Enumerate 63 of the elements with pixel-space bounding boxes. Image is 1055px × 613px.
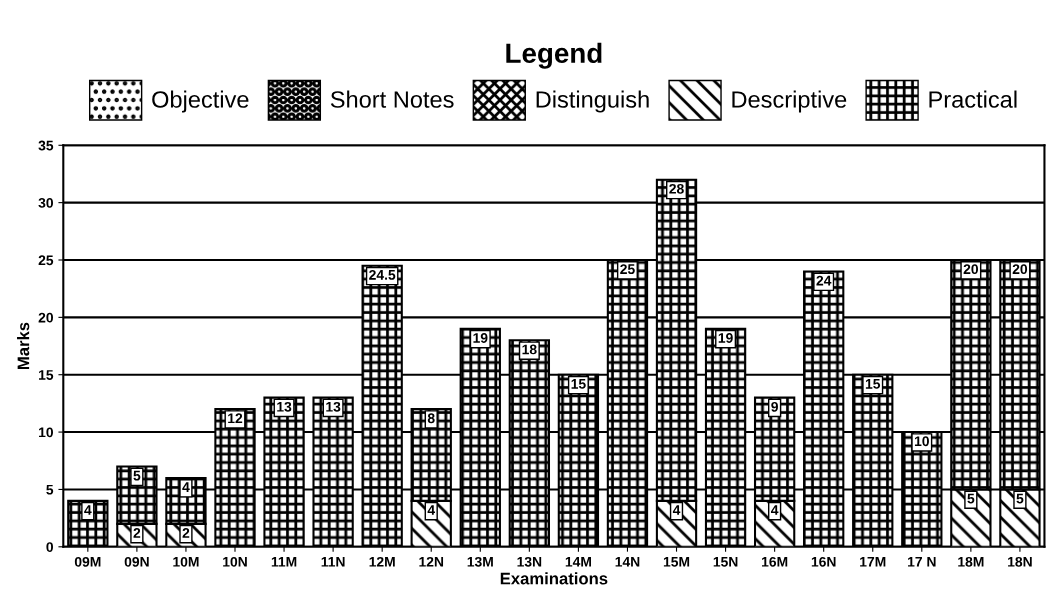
x-tick-label: 17M xyxy=(860,557,886,567)
legend-title: Legend xyxy=(506,42,602,69)
y-tick-label: 5 xyxy=(46,484,54,495)
y-tick-label: 35 xyxy=(38,140,54,151)
y-tick-label: 15 xyxy=(39,370,54,380)
data-label: 13 xyxy=(277,401,292,412)
data-label: 4 xyxy=(427,505,436,515)
x-tick-label: 16M xyxy=(762,556,788,567)
x-tick-label: 11N xyxy=(321,557,345,567)
x-tick-label: 10N xyxy=(223,556,247,567)
x-tick-label: 18N xyxy=(1008,556,1032,567)
legend-label: Descriptive xyxy=(732,90,847,113)
x-tick-label: 14M xyxy=(565,557,591,567)
data-label: 12 xyxy=(228,413,243,424)
x-tick-label: 13M xyxy=(467,556,493,567)
data-label: 18 xyxy=(522,344,537,355)
data-label: 2 xyxy=(133,528,141,538)
x-tick-label: 14N xyxy=(615,557,640,567)
x-tick-label: 11M xyxy=(271,557,297,567)
data-label: 15 xyxy=(571,379,586,389)
x-tick-label: 15M xyxy=(663,557,690,567)
data-label: 5 xyxy=(1016,493,1024,504)
y-tick-label: 25 xyxy=(38,255,54,266)
x-tick-label: 13N xyxy=(517,556,542,567)
data-label: 4 xyxy=(84,505,92,515)
x-tick-label: 18M xyxy=(958,556,984,567)
data-label: 20 xyxy=(963,264,979,275)
x-tick-label: 09M xyxy=(74,556,101,567)
x-tick-label: 10M xyxy=(173,556,199,567)
y-axis-title: Marks xyxy=(17,322,30,370)
data-label: 13 xyxy=(326,401,341,412)
data-label: 8 xyxy=(427,413,435,424)
data-label: 19 xyxy=(473,333,488,343)
legend-label: Distinguish xyxy=(536,90,649,113)
data-label: 28 xyxy=(669,183,684,194)
data-label: 4 xyxy=(770,505,779,515)
data-label: 24.5 xyxy=(369,269,396,280)
data-label: 2 xyxy=(182,528,190,538)
x-tick-label: 09N xyxy=(124,556,149,567)
legend-label: Short Notes xyxy=(330,90,454,108)
x-tick-label: 16N xyxy=(811,556,836,567)
x-axis-title: Examinations xyxy=(500,572,608,585)
data-label: 24 xyxy=(816,275,832,286)
legend-label: Practical xyxy=(929,90,1017,108)
data-label: 19 xyxy=(718,333,733,343)
legend-label: Objective xyxy=(152,90,249,113)
y-tick-label: 20 xyxy=(38,312,54,323)
data-label: 25 xyxy=(620,264,635,275)
data-label: 5 xyxy=(967,493,975,504)
data-label: 5 xyxy=(133,470,141,481)
data-label: 20 xyxy=(1012,264,1028,275)
y-tick-label: 10 xyxy=(39,427,54,438)
data-label: 15 xyxy=(865,379,881,389)
y-tick-label: 0 xyxy=(46,542,54,552)
data-label: 9 xyxy=(771,401,778,412)
y-tick-label: 30 xyxy=(38,197,54,208)
x-tick-label: 15N xyxy=(713,557,738,567)
data-label: 4 xyxy=(182,482,190,492)
x-tick-label: 17 N xyxy=(908,557,936,567)
x-tick-label: 12N xyxy=(419,556,444,567)
data-label: 4 xyxy=(672,505,681,515)
data-label: 10 xyxy=(914,436,929,447)
x-tick-label: 12M xyxy=(369,556,395,567)
